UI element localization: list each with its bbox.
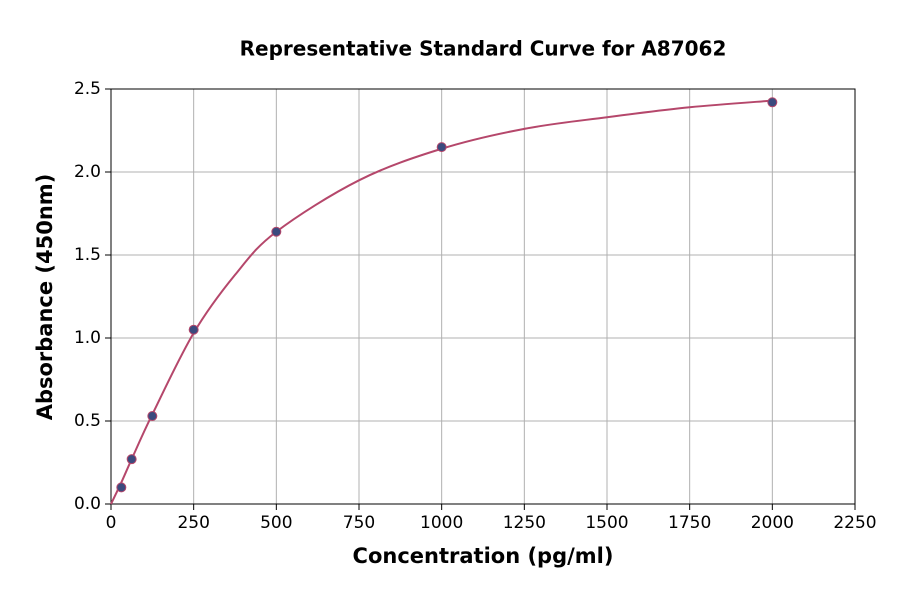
y-tick-label: 0.5	[74, 411, 101, 431]
data-point	[188, 324, 199, 335]
x-tick-label: 0	[106, 513, 117, 533]
x-tick-label: 1500	[585, 513, 628, 533]
fit-curve	[110, 99, 773, 505]
data-point	[147, 411, 158, 422]
data-point	[436, 142, 447, 153]
data-point	[116, 482, 127, 493]
y-axis-label: Absorbance (450nm)	[33, 174, 57, 421]
y-tick-label: 1.5	[74, 245, 101, 265]
data-point	[126, 454, 137, 465]
x-tick-label: 1250	[503, 513, 546, 533]
x-tick-label: 2000	[751, 513, 794, 533]
x-tick-label: 750	[343, 513, 375, 533]
y-tick-label: 1.0	[74, 328, 101, 348]
chart-title: Representative Standard Curve for A87062	[240, 37, 727, 61]
plot-frame	[110, 88, 856, 505]
x-tick-label: 1750	[668, 513, 711, 533]
x-tick-label: 2250	[833, 513, 876, 533]
y-tick-label: 2.0	[74, 162, 101, 182]
x-axis-label: Concentration (pg/ml)	[353, 544, 614, 568]
data-point	[271, 226, 282, 237]
y-tick-label: 2.5	[74, 79, 101, 99]
x-tick-label: 1000	[420, 513, 463, 533]
y-tick-label: 0.0	[74, 494, 101, 514]
data-point	[767, 97, 778, 108]
x-tick-label: 250	[177, 513, 209, 533]
x-tick-label: 500	[260, 513, 292, 533]
